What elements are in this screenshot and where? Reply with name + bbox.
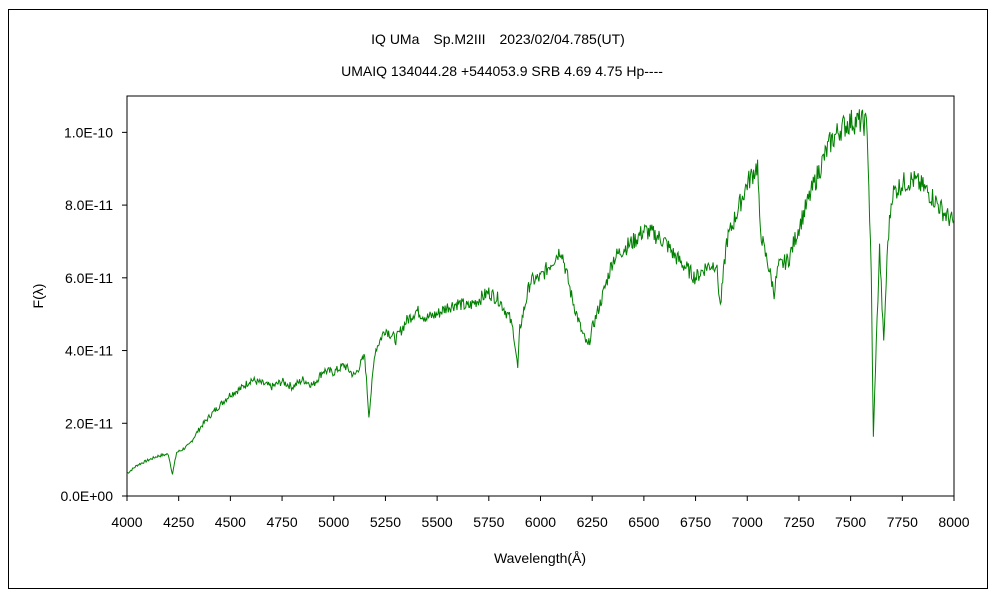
chart-title: IQ UMa Sp.M2III 2023/02/04.785(UT) [371, 31, 625, 47]
x-tick-label: 7250 [783, 514, 814, 530]
plot-area [126, 95, 955, 497]
x-tick-label: 6250 [577, 514, 608, 530]
x-tick-label: 4500 [215, 514, 246, 530]
x-tick-label: 4250 [163, 514, 194, 530]
y-axis-label: F(λ) [30, 284, 46, 309]
y-tick-label: 6.0E-11 [65, 270, 113, 286]
x-tick-label: 6000 [525, 514, 556, 530]
spectrum-line [126, 109, 955, 475]
ticks-layer: 4000 4250 4500 4750 5000 5250 5500 5750 6000 6250… [60, 124, 969, 530]
x-tick-label: 7000 [732, 514, 763, 530]
x-tick-label: 5250 [370, 514, 401, 530]
x-tick-label: 5750 [473, 514, 504, 530]
y-tick-label: 8.0E-11 [65, 197, 113, 213]
x-tick-label: 7500 [835, 514, 866, 530]
x-tick-label: 8000 [938, 514, 969, 530]
x-tick-label: 4000 [111, 514, 142, 530]
chart-subtitle: UMAIQ 134044.28 +544053.9 SRB 4.69 4.75 … [341, 63, 663, 79]
y-tick-label: 2.0E-11 [65, 415, 113, 431]
y-tick-label: 0.0E+00 [60, 488, 113, 504]
x-tick-label: 5000 [318, 514, 349, 530]
x-axis-label: Wavelength(Å) [494, 550, 586, 566]
y-tick-label: 1.0E-10 [64, 124, 113, 140]
x-tick-label: 4750 [266, 514, 297, 530]
x-tick-label: 5500 [422, 514, 453, 530]
x-tick-label: 6500 [628, 514, 659, 530]
x-tick-label: 6750 [680, 514, 711, 530]
y-tick-label: 4.0E-11 [65, 343, 113, 359]
x-tick-label: 7750 [887, 514, 918, 530]
